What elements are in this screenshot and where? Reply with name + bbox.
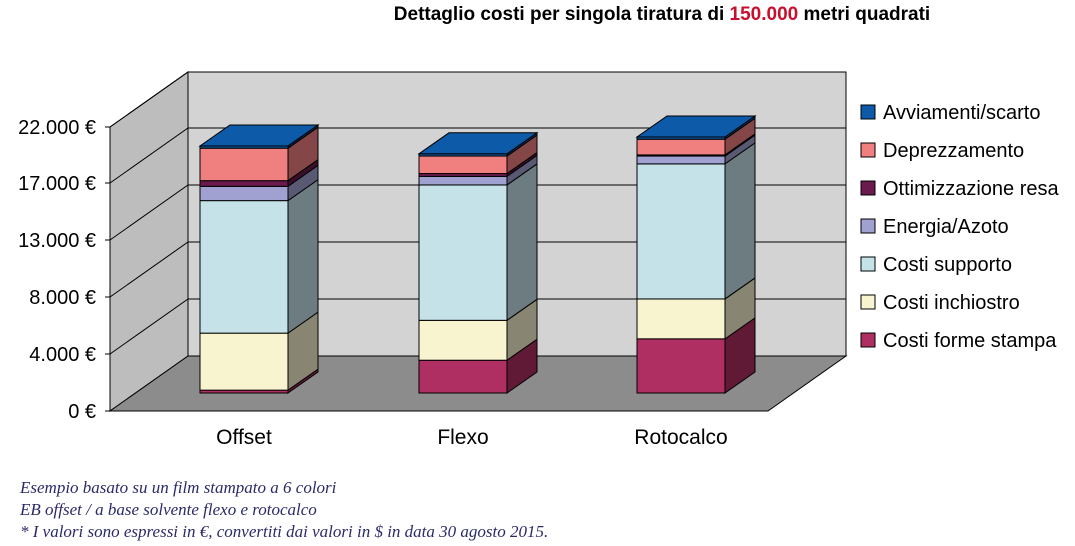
legend-swatch <box>860 142 876 158</box>
y-axis: 0 € 4.000 € 8.000 € 13.000 € 17.000 € 22.000 … <box>18 117 768 423</box>
bar-segment-side <box>506 162 538 322</box>
gridline <box>109 127 846 184</box>
y-tick-label: 22.000 € <box>18 117 96 139</box>
bar-segment-side <box>287 178 319 335</box>
legend: Avviamenti/scarto Deprezzamento Ottimizzaz… <box>860 102 1059 352</box>
bar-segment-side <box>724 141 756 300</box>
category-label: Offset <box>216 426 272 449</box>
legend-label: Costi supporto <box>883 254 1012 276</box>
legend-swatch <box>860 104 876 120</box>
bar-flexo <box>417 131 539 394</box>
legend-label: Avviamenti/scarto <box>883 102 1040 124</box>
bar-top-face <box>635 115 757 138</box>
bar-segment-front <box>636 155 726 165</box>
bar-segment-front <box>636 338 726 394</box>
y-tick-label: 8.000 € <box>29 287 96 309</box>
bar-segment-front <box>199 332 289 391</box>
y-tick-label: 4.000 € <box>29 344 96 366</box>
gridline <box>109 184 846 241</box>
bar-top-face <box>417 132 539 155</box>
bar-segment-front <box>418 359 508 394</box>
bar-segment-front <box>418 319 508 361</box>
category-label: Flexo <box>437 426 488 449</box>
bar-top-face <box>198 124 320 147</box>
chart-title: Dettaglio costi per singola tiratura di … <box>394 4 930 25</box>
chart-title-part-1: Dettaglio costi per singola tiratura di <box>394 4 730 25</box>
bar-segment-front <box>636 163 726 300</box>
gridline <box>109 241 846 298</box>
bar-segment-front <box>636 138 726 156</box>
footnote-inks: EB offset / a base solvente flexo e roto… <box>20 500 317 519</box>
bar-segment-front <box>199 200 289 334</box>
gridline <box>109 298 846 355</box>
bar-offset <box>198 123 320 394</box>
bar-segment-front <box>418 155 508 175</box>
bar-segment-front <box>199 147 289 182</box>
bar-segment-front <box>199 180 289 187</box>
bar-rotocalco <box>635 115 757 394</box>
chart-title-part-3: metri quadrati <box>798 4 930 25</box>
y-tick-label: 17.000 € <box>18 173 96 195</box>
legend-label: Ottimizzazione resa <box>883 178 1059 200</box>
legend-swatch <box>860 256 876 272</box>
bar-segment-front <box>199 185 289 202</box>
legend-label: Deprezzamento <box>883 140 1024 162</box>
legend-swatch <box>860 180 876 196</box>
legend-label: Energia/Azoto <box>883 216 1009 238</box>
bar-segment-front <box>636 298 726 340</box>
bar-segment-front <box>418 175 508 186</box>
legend-label: Costi inchiostro <box>883 292 1020 314</box>
footnote-sample: Esempio basato su un film stampato a 6 c… <box>20 478 337 497</box>
legend-swatch <box>860 218 876 234</box>
legend-label: Costi forme stampa <box>883 330 1057 352</box>
y-tick-label: 13.000 € <box>18 230 96 252</box>
legend-swatch <box>860 294 876 310</box>
y-tick-label: 0 € <box>68 401 96 423</box>
chart-title-accent: 150.000 <box>730 4 799 25</box>
footnote-currency: * I valori sono espressi in €, convertit… <box>20 522 549 541</box>
gridline <box>109 71 846 128</box>
category-label: Rotocalco <box>634 426 727 449</box>
side-wall <box>109 71 189 412</box>
legend-swatch <box>860 332 876 348</box>
bar-segment-front <box>418 184 508 321</box>
x-axis-labels: Offset Flexo Rotocalco <box>216 426 728 449</box>
bar-stack-layer <box>198 115 757 394</box>
